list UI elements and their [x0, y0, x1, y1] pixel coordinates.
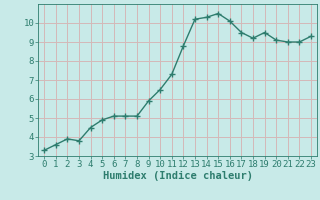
X-axis label: Humidex (Indice chaleur): Humidex (Indice chaleur)	[103, 171, 252, 181]
